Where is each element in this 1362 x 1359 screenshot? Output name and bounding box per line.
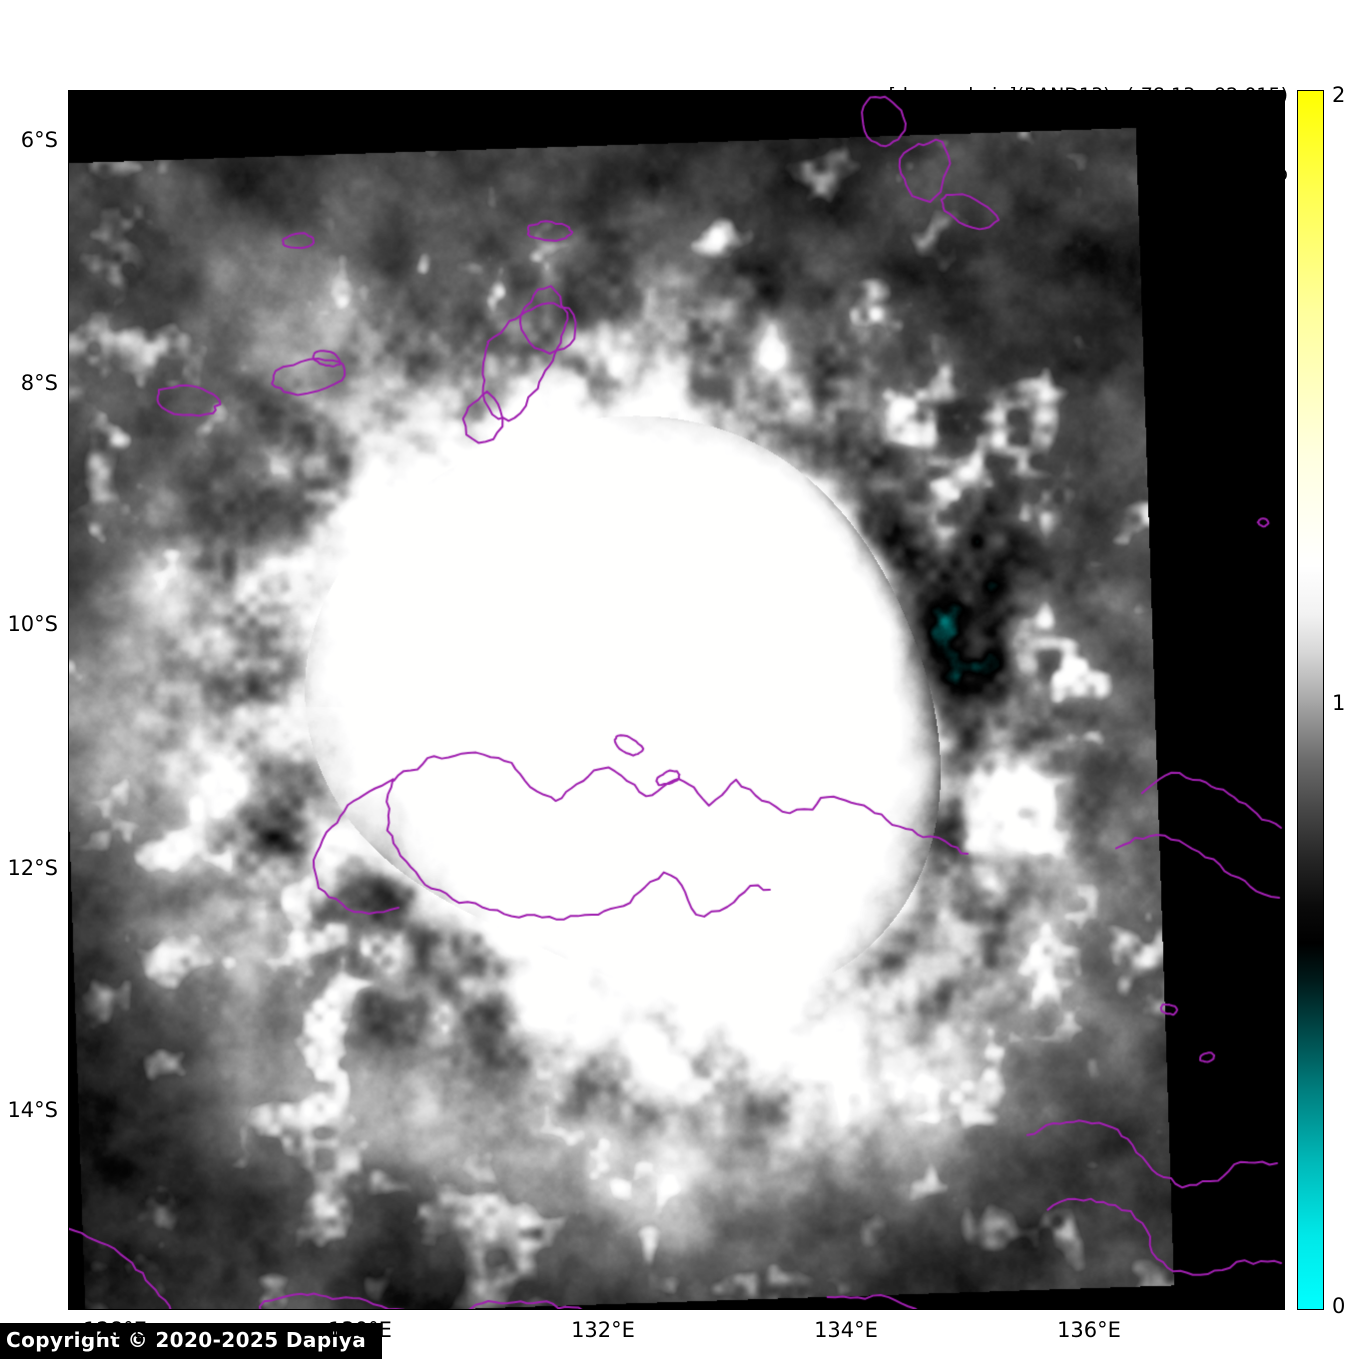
x-tick-label: 136°E bbox=[1057, 1318, 1121, 1342]
colorbar-tick-label: 0 bbox=[1332, 1294, 1346, 1318]
y-tick-label: 6°S bbox=[20, 128, 58, 152]
satellite-image-plot bbox=[68, 90, 1285, 1310]
colorbar bbox=[1297, 90, 1324, 1310]
colorbar-tick-label: 1 bbox=[1332, 691, 1346, 715]
x-tick-label: 128°E bbox=[83, 1318, 147, 1342]
y-tick-label: 12°S bbox=[7, 856, 58, 880]
x-tick-label: 134°E bbox=[814, 1318, 878, 1342]
x-tick-label: 132°E bbox=[571, 1318, 635, 1342]
y-tick-label: 8°S bbox=[20, 371, 58, 395]
x-tick-label: 130°E bbox=[328, 1318, 392, 1342]
copyright-notice: Copyright © 2020-2025 Dapiya bbox=[0, 1323, 383, 1359]
y-tick-label: 10°S bbox=[7, 612, 58, 636]
colorbar-tick-label: 2 bbox=[1332, 83, 1346, 107]
satellite-imagery-canvas bbox=[69, 91, 1284, 1309]
y-tick-label: 14°S bbox=[7, 1098, 58, 1122]
